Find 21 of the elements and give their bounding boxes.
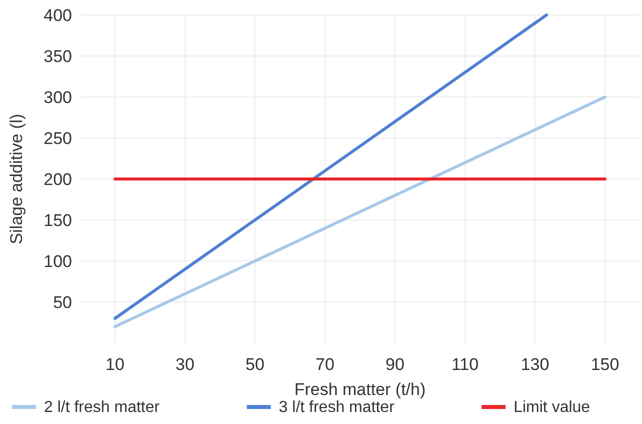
- y-tick-label: 400: [44, 6, 72, 25]
- y-tick-label: 350: [44, 46, 72, 66]
- y-axis-title: Silage additive (l): [7, 114, 26, 244]
- x-tick-label: 90: [386, 355, 404, 374]
- y-tick-label: 50: [53, 292, 72, 312]
- legend-label: 3 l/t fresh matter: [278, 399, 396, 416]
- x-tick-label: 150: [590, 355, 620, 374]
- y-tick-label: 250: [44, 128, 72, 148]
- legend-label: 2 l/t fresh matter: [44, 399, 160, 416]
- x-tick-label: 130: [520, 355, 550, 374]
- legend-label: Limit value: [514, 399, 590, 416]
- x-tick-label: 110: [451, 355, 479, 374]
- y-tick-label: 300: [44, 88, 72, 107]
- x-tick-label: 70: [316, 355, 334, 374]
- x-axis-title: Fresh matter (t/h): [294, 380, 426, 399]
- x-tick-label: 50: [246, 355, 264, 374]
- y-tick-label: 150: [44, 210, 72, 230]
- y-tick-label: 200: [44, 170, 72, 189]
- y-tick-label: 100: [44, 252, 72, 271]
- x-tick-label: 30: [176, 355, 194, 374]
- x-tick-label: 10: [106, 355, 124, 374]
